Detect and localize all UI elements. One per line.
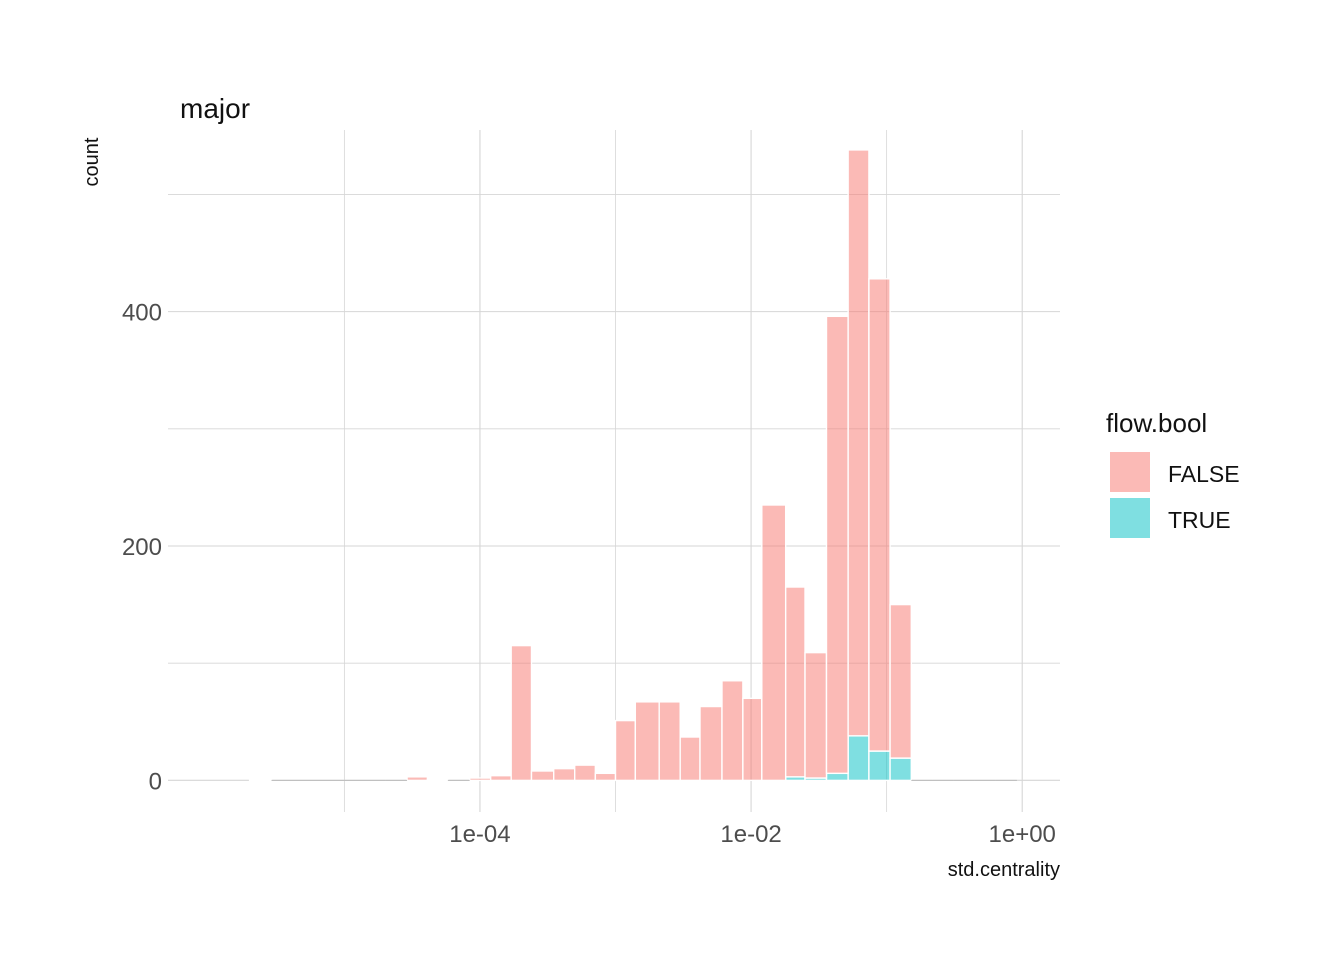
- bar-false: [553, 767, 576, 782]
- x-tick-label: 1e-02: [720, 821, 781, 848]
- bar-false: [699, 705, 723, 782]
- legend: flow.bool FALSE TRUE: [1106, 408, 1240, 538]
- bar-false: [426, 778, 449, 782]
- bar-false: [594, 772, 617, 782]
- legend-label-true: TRUE: [1168, 507, 1231, 533]
- bar-true: [868, 750, 891, 782]
- axis-ticks: 0 200 400 1e-04 1e-02 1e+00: [122, 300, 1056, 848]
- bar-false: [614, 719, 637, 782]
- bar-false: [761, 504, 787, 782]
- legend-title: flow.bool: [1106, 408, 1207, 438]
- chart-title: major: [180, 93, 250, 124]
- bar-true: [889, 757, 912, 782]
- histogram-bars: [248, 149, 1017, 782]
- bar-false: [804, 651, 828, 779]
- bar-false: [847, 149, 870, 737]
- y-tick-label: 400: [122, 300, 162, 327]
- bar-false: [530, 770, 555, 782]
- legend-key-true: [1110, 498, 1150, 538]
- bar-false: [825, 315, 849, 775]
- bar-false: [784, 586, 806, 778]
- y-tick-label: 200: [122, 534, 162, 561]
- bar-false: [742, 697, 763, 782]
- y-axis-title: count: [81, 137, 103, 186]
- bar-false: [889, 603, 912, 759]
- bar-false: [868, 278, 891, 752]
- legend-key-false: [1110, 452, 1150, 492]
- bar-true: [847, 735, 870, 782]
- bar-false: [510, 644, 533, 782]
- bar-true: [825, 772, 849, 782]
- x-axis-title: std.centrality: [948, 859, 1060, 881]
- bar-false: [468, 777, 492, 782]
- bar-false: [679, 736, 701, 782]
- legend-label-false: FALSE: [1168, 461, 1240, 487]
- x-tick-label: 1e-04: [449, 821, 510, 848]
- bar-false: [634, 701, 660, 782]
- bar-false: [721, 680, 744, 782]
- bar-false: [489, 774, 512, 782]
- bar-false: [574, 764, 597, 782]
- y-tick-label: 0: [149, 768, 162, 795]
- bar-false: [248, 778, 273, 782]
- x-tick-label: 1e+00: [989, 821, 1056, 848]
- bar-false: [406, 776, 429, 782]
- bar-false: [658, 701, 681, 782]
- grid-lines: [168, 130, 1060, 812]
